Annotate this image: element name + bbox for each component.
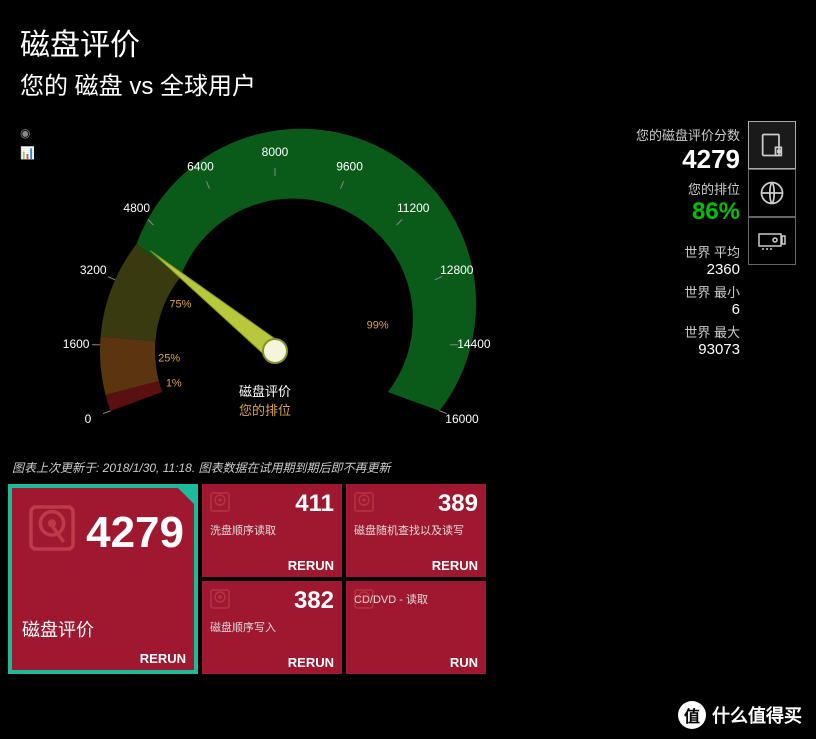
score-label: 您的磁盘评价分数 [566,125,740,144]
svg-text:25%: 25% [158,352,180,364]
tile-action[interactable]: RERUN [288,655,334,670]
tile-1[interactable]: 389 磁盘随机查找以及读写 RERUN [346,484,486,577]
disk-icon [24,500,80,556]
score-value: 4279 [566,144,740,175]
tile-main-action[interactable]: RERUN [140,651,186,666]
tile-lbl: 洗盘顺序读取 [210,522,334,538]
tile-action[interactable]: RUN [450,655,478,670]
tile-3[interactable]: CD/DVD - 读取 RUN [346,581,486,674]
disk-icon [352,490,376,514]
world-avg-label: 世界 平均 [566,242,740,261]
tile-action[interactable]: RERUN [432,558,478,573]
world-min-label: 世界 最小 [566,282,740,301]
disk-icon [352,587,376,611]
world-max-value: 93073 [566,341,740,358]
gauge-label-main: 磁盘评价 [239,381,291,400]
rank-value: 86% [566,198,740,226]
svg-text:14400: 14400 [457,337,491,351]
gauge-label-sub: 您的排位 [239,400,291,419]
svg-text:9600: 9600 [336,159,363,173]
disk-icon [208,490,232,514]
page-subtitle: 您的 磁盘 vs 全球用户 [20,66,796,101]
disk-icon [208,587,232,611]
svg-text:6400: 6400 [187,159,214,173]
svg-text:0: 0 [85,412,92,426]
svg-text:1600: 1600 [63,337,90,351]
svg-text:3200: 3200 [80,263,107,277]
svg-text:75%: 75% [169,298,191,310]
svg-text:16000: 16000 [445,412,479,426]
tile-lbl: 磁盘随机查找以及读写 [354,522,478,538]
svg-text:11200: 11200 [397,201,430,215]
rank-label: 您的排位 [566,179,740,198]
tile-main-label: 磁盘评价 [22,616,94,642]
svg-text:1%: 1% [166,377,182,389]
watermark-badge: 值 [678,701,706,729]
tile-action[interactable]: RERUN [288,558,334,573]
world-max-label: 世界 最大 [566,322,740,341]
svg-text:4800: 4800 [123,201,150,215]
world-avg-value: 2360 [566,261,740,278]
page-title: 磁盘评价 [20,20,796,64]
svg-text:8000: 8000 [262,145,289,159]
tile-2[interactable]: 382 磁盘顺序写入 RERUN [202,581,342,674]
tile-lbl: 磁盘顺序写入 [210,619,334,635]
watermark: 值 什么值得买 [678,701,802,729]
gauge-chart: 0 1600 3200 4800 6400 8000 9600 11200 12800 14400… [30,121,500,451]
tile-main[interactable]: 4279 磁盘评价 RERUN [8,484,198,674]
svg-text:12800: 12800 [440,263,474,277]
world-min-value: 6 [566,301,740,318]
stat-icon-disk[interactable] [748,121,796,169]
stat-icon-card[interactable] [748,217,796,265]
svg-text:99%: 99% [367,320,389,332]
tile-0[interactable]: 411 洗盘顺序读取 RERUN [202,484,342,577]
update-note: 图表上次更新于: 2018/1/30, 11:18. 图表数据在试用期到期后即不… [0,451,816,484]
stat-icon-globe[interactable] [748,169,796,217]
